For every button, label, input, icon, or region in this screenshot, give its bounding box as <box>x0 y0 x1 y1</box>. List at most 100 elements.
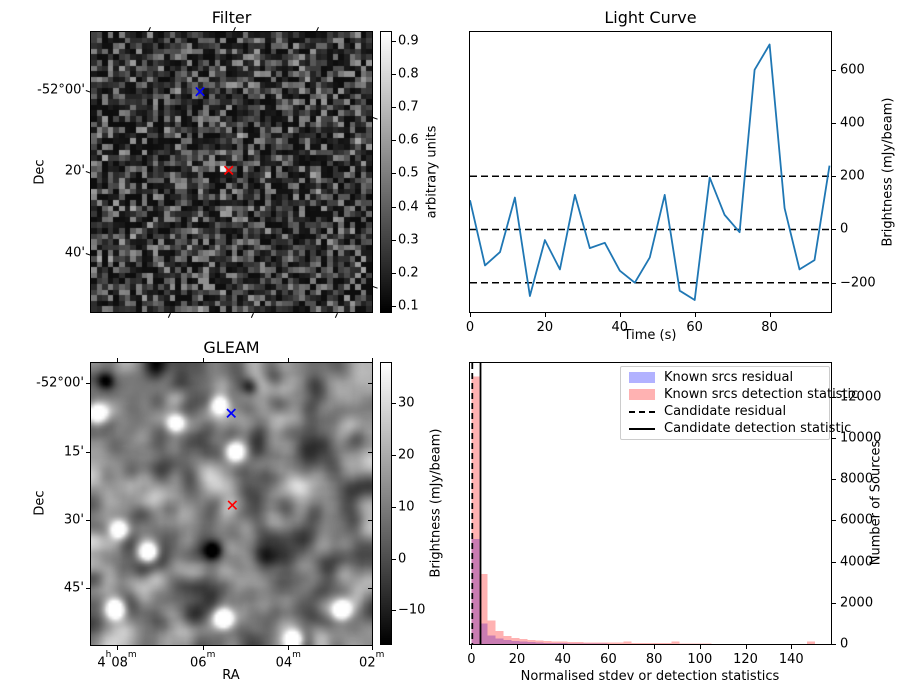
candidate-marker <box>227 500 238 510</box>
hist-bar-detection <box>687 643 696 644</box>
hist-bar-detection <box>551 641 560 644</box>
hist-xtick <box>517 645 519 649</box>
lc-ytick-label: 600 <box>840 62 865 78</box>
legend-item-candidate-detection: Candidate detection statistic <box>621 421 851 437</box>
lc-ytick-label: −200 <box>840 275 876 291</box>
hist-xtick-label: 40 <box>554 652 572 667</box>
gleam-ytick <box>86 383 91 385</box>
gleam-colorbar-tick-label: 0 <box>398 551 407 567</box>
legend-item-known-detection: Known srcs detection statistic <box>621 387 858 403</box>
lc-xtick-label: 20 <box>536 320 554 335</box>
histogram-plot <box>471 363 816 644</box>
lc-xtick-label: 60 <box>686 320 703 335</box>
filter-colorbar-tick <box>392 140 396 142</box>
legend-label: Known srcs residual <box>664 370 794 385</box>
hist-bar-detection <box>527 639 536 644</box>
filter-colorbar-tick <box>392 306 396 308</box>
lc-ytick <box>832 229 836 231</box>
filter-colorbar-tick-label: 0.4 <box>398 199 419 214</box>
hist-xtick <box>471 645 473 649</box>
lc-xtick <box>769 313 771 317</box>
legend-label: Candidate detection statistic <box>664 421 852 436</box>
gleam-xtick <box>116 646 118 650</box>
gleam-xtick-label: 06m <box>190 650 216 671</box>
hist-bar-residual <box>543 642 552 644</box>
legend-item-candidate-residual: Candidate residual <box>621 404 829 420</box>
filter-marker-layer <box>195 86 234 176</box>
hist-bar-detection <box>671 641 680 644</box>
gleam-colorbar-tick <box>392 455 396 457</box>
lc-xtick <box>470 313 471 317</box>
gleam-xtick-label: 04m <box>275 650 301 671</box>
gleam-colorbar-tick <box>392 610 396 612</box>
hist-ytick <box>832 644 836 645</box>
legend-swatch-known-detection <box>629 389 655 400</box>
gleam-right-tick <box>368 451 372 453</box>
legend-swatch-candidate-detection <box>629 427 655 430</box>
gleam-xtick <box>288 646 290 650</box>
lc-xtick-label: 0 <box>465 320 475 335</box>
filter-colorbar-tick <box>392 206 396 208</box>
hist-ytick-label: 4000 <box>840 554 874 570</box>
filter-axes <box>90 31 373 313</box>
gleam-ytick-label: -52°00' <box>36 375 84 391</box>
hist-xtick-label: 140 <box>778 652 804 667</box>
lc-ytick <box>832 176 836 178</box>
hist-xtick <box>562 645 564 649</box>
hist-bar-detection <box>511 637 520 644</box>
filter-colorbar-tick-label: 0.7 <box>398 99 419 115</box>
hist-bar-detection <box>567 641 576 644</box>
hist-bar-detection <box>471 376 480 644</box>
light-curve-xlabel: Time (s) <box>623 328 677 343</box>
gleam-colorbar-tick <box>392 403 396 405</box>
hist-bar-detection <box>495 631 504 644</box>
filter-colorbar-tick-label: 0.3 <box>398 232 419 248</box>
filter-right-tick <box>372 117 378 120</box>
lc-xtick-label: 80 <box>761 320 778 335</box>
lc-xtick <box>544 313 546 317</box>
gleam-colorbar <box>380 362 392 645</box>
filter-colorbar-label: arbitrary units <box>424 125 440 219</box>
filter-colorbar-tick-label: 0.5 <box>398 165 419 181</box>
filter-title: Filter <box>211 8 252 27</box>
hist-bar-residual <box>559 643 568 644</box>
gleam-ytick-label: 30' <box>63 512 84 528</box>
light-curve-plot <box>469 43 831 301</box>
gleam-top-tick <box>288 358 290 363</box>
hist-ytick-label: 0 <box>840 636 849 652</box>
hist-bar-residual <box>479 623 488 644</box>
hist-bar-detection <box>655 643 664 644</box>
hist-xtick-label: 60 <box>600 652 617 667</box>
hist-bar-detection <box>807 641 816 644</box>
hist-bar-detection <box>583 642 592 644</box>
lc-ytick <box>832 69 836 71</box>
hist-bar-detection <box>591 642 600 644</box>
filter-colorbar-tick-label: 0.9 <box>398 33 419 49</box>
hist-bar-detection <box>663 643 672 644</box>
legend-item-known-residual: Known srcs residual <box>621 370 829 386</box>
lc-ytick-label: 200 <box>840 168 865 184</box>
lc-ytick <box>832 123 836 125</box>
filter-ytick-label: 40' <box>64 245 85 261</box>
filter-colorbar-tick <box>392 73 396 75</box>
filter-colorbar-tick <box>392 272 396 274</box>
lc-xtick <box>619 313 621 317</box>
hist-bar-residual <box>527 642 536 644</box>
filter-colorbar-gradient <box>381 32 391 312</box>
hist-bar-residual <box>511 641 520 644</box>
hist-xtick <box>699 645 701 649</box>
hist-xtick-label: 0 <box>467 652 476 667</box>
hist-bar-detection <box>647 642 656 644</box>
hist-xtick-label: 80 <box>645 652 663 667</box>
hist-xtick <box>791 645 793 649</box>
gleam-xlabel: RA <box>222 668 240 683</box>
gleam-colorbar-tick <box>392 506 396 508</box>
hist-bar-residual <box>471 539 480 644</box>
hist-ytick <box>832 561 836 563</box>
light-curve-axes <box>469 31 832 313</box>
gleam-top-tick <box>371 358 373 363</box>
gleam-top-tick <box>116 358 118 363</box>
filter-colorbar-tick <box>392 173 396 175</box>
hist-xtick <box>745 645 747 649</box>
gleam-axes <box>90 362 373 646</box>
